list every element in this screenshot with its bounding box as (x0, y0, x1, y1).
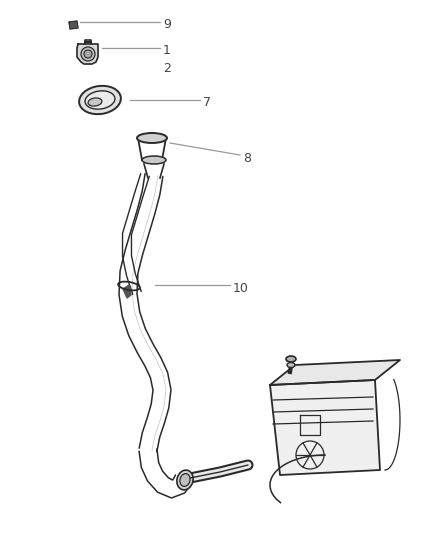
Ellipse shape (180, 474, 190, 487)
Ellipse shape (177, 470, 193, 490)
Text: 10: 10 (233, 281, 249, 295)
Text: 8: 8 (243, 151, 251, 165)
Circle shape (81, 47, 95, 61)
Circle shape (84, 50, 92, 58)
Text: 9: 9 (163, 19, 171, 31)
Ellipse shape (286, 356, 296, 362)
Ellipse shape (79, 86, 121, 114)
Polygon shape (77, 44, 98, 64)
Text: 1: 1 (163, 44, 171, 58)
Polygon shape (270, 380, 380, 475)
Polygon shape (69, 21, 78, 29)
Text: 2: 2 (163, 61, 171, 75)
Ellipse shape (287, 362, 295, 367)
Ellipse shape (88, 98, 102, 106)
Polygon shape (270, 360, 400, 385)
Ellipse shape (137, 133, 167, 143)
Ellipse shape (85, 91, 115, 109)
Polygon shape (123, 285, 131, 298)
Ellipse shape (142, 156, 166, 164)
Text: 7: 7 (203, 96, 211, 109)
